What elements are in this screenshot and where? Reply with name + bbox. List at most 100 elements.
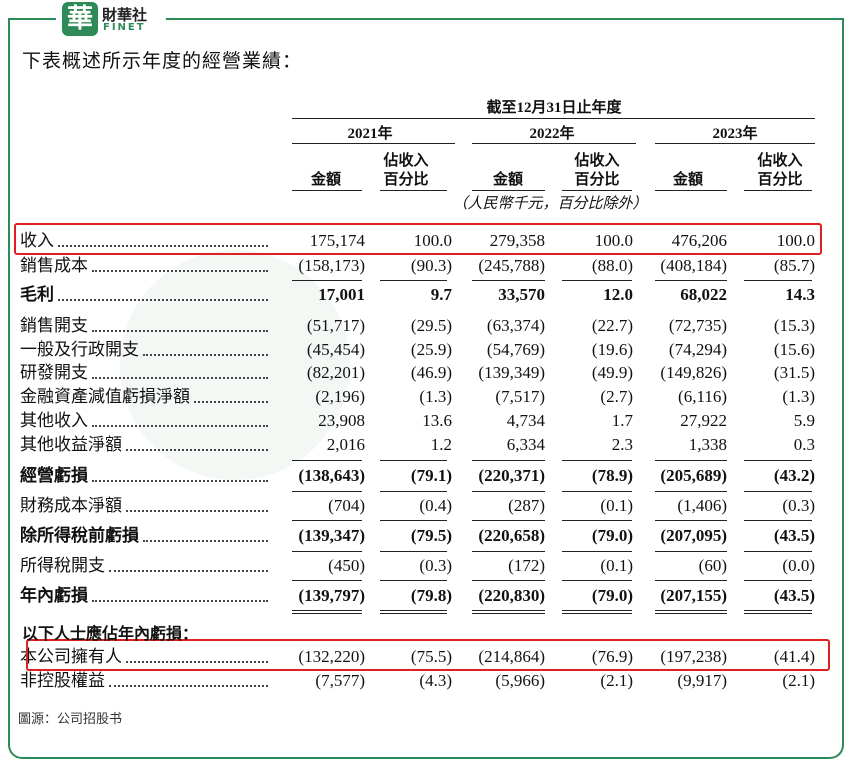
intro-text: 下表概述所示年度的經營業績： [22,51,303,72]
year-header: 2023年 [712,126,758,142]
value-cell: (0.3) [782,496,815,515]
row-label: 毛利 [20,284,268,306]
subtotal-rule [472,280,545,281]
dot-leader [92,330,268,332]
table-row: 一般及行政開支 (45,454) (25.9) (54,769) (19.6) (74,2… [0,339,848,363]
value-cell: 9.7 [430,285,452,304]
highlight-box [26,639,830,671]
dot-leader [92,425,268,427]
subtotal-rule [655,610,727,611]
value-cell: (9,917) [677,671,727,690]
row-label-text: 一般及行政開支 [20,340,139,359]
value-cell: (43.5) [773,586,815,605]
subtotal-rule [380,520,447,521]
header-rule [292,118,815,119]
row-label-text: 財務成本淨額 [20,496,122,515]
subtotal-rule [655,613,727,614]
value-cell: (6,116) [678,387,727,406]
subtotal-rule [380,580,447,581]
subtotal-rule [380,460,447,461]
value-cell: (220,830) [478,586,545,605]
subtotal-rule [380,551,447,552]
value-cell: (75.5) [410,647,452,666]
row-label-text: 除所得稅前虧損 [20,526,139,545]
dot-leader [143,540,268,542]
subtotal-rule [380,280,447,281]
value-cell: (704) [328,496,365,515]
value-cell: (172) [508,556,545,575]
amount-header: 金額 [672,172,704,188]
value-cell: (0.1) [600,556,633,575]
table-row: 經營虧損 (138,643) (79.1) (220,371) (78.9) (205,6… [0,465,848,489]
column-rule [472,190,545,191]
subtotal-rule [744,551,812,552]
dot-leader [92,377,268,379]
row-label: 銷售開支 [20,315,268,337]
subtotal-rule [655,491,727,492]
subtotal-rule [292,520,362,521]
subtotal-rule [380,491,447,492]
subtotal-rule [562,491,632,492]
row-label-text: 收入 [20,231,54,250]
row-label: 財務成本淨額 [20,495,268,517]
dot-leader [143,354,268,356]
row-label: 銷售成本 [20,255,268,277]
value-cell: (450) [328,556,365,575]
value-cell: (2,196) [315,387,365,406]
subtotal-rule [472,520,545,521]
value-cell: (79.5) [410,526,452,545]
subtotal-rule [655,460,727,461]
value-cell: (0.0) [782,556,815,575]
subtotal-rule [380,610,447,611]
value-cell: (25.9) [410,340,452,359]
value-cell: (2.7) [600,387,633,406]
value-cell: (205,689) [660,466,727,485]
subtotal-rule [562,460,632,461]
subtotal-rule [655,280,727,281]
value-cell: (22.7) [591,316,633,335]
value-cell: (1.3) [782,387,815,406]
dot-leader [58,299,268,301]
value-cell: (149,826) [660,363,727,382]
value-cell: (0.1) [600,496,633,515]
row-label: 其他收入 [20,410,268,432]
dot-leader [126,449,268,451]
subtotal-rule [472,551,545,552]
table-row: 所得稅開支 (450) (0.3) (172) (0.1) (60) (0.0) [0,555,848,579]
subtotal-rule [744,520,812,521]
year-rule [292,143,455,144]
year-rule [655,143,815,144]
column-rule [292,190,362,191]
value-cell: (15.6) [773,340,815,359]
value-cell: (79.1) [410,466,452,485]
subtotal-rule [744,613,812,614]
value-cell: (139,797) [298,586,365,605]
value-cell: (79.8) [410,586,452,605]
table-row: 除所得稅前虧損 (139,347) (79.5) (220,658) (79.0) (20… [0,525,848,549]
row-label: 收入 [20,230,268,252]
value-cell: (88.0) [591,256,633,275]
logo-mark: 華 [62,2,98,36]
subtotal-rule [562,551,632,552]
dot-leader [58,245,268,247]
table-row: 其他收益淨額 2,016 1.2 6,334 2.3 1,338 0.3 [0,434,848,458]
table-row: 收入 175,174 100.0 279,358 100.0 476,206 100.0 [0,230,848,254]
value-cell: (0.4) [419,496,452,515]
value-cell: (220,371) [478,466,545,485]
value-cell: (72,735) [668,316,727,335]
percent-header: 百分比 [383,172,429,188]
value-cell: (5,966) [495,671,545,690]
value-cell: (29.5) [410,316,452,335]
value-cell: (43.5) [773,526,815,545]
row-label: 其他收益淨額 [20,434,268,456]
value-cell: (79.0) [591,586,633,605]
subtotal-rule [472,580,545,581]
column-rule [562,190,632,191]
value-cell: (138,643) [298,466,365,485]
value-cell: (220,658) [478,526,545,545]
subtotal-rule [292,613,362,614]
value-cell: (74,294) [668,340,727,359]
value-cell: (78.9) [591,466,633,485]
value-cell: (139,349) [478,363,545,382]
value-cell: (76.9) [591,647,633,666]
